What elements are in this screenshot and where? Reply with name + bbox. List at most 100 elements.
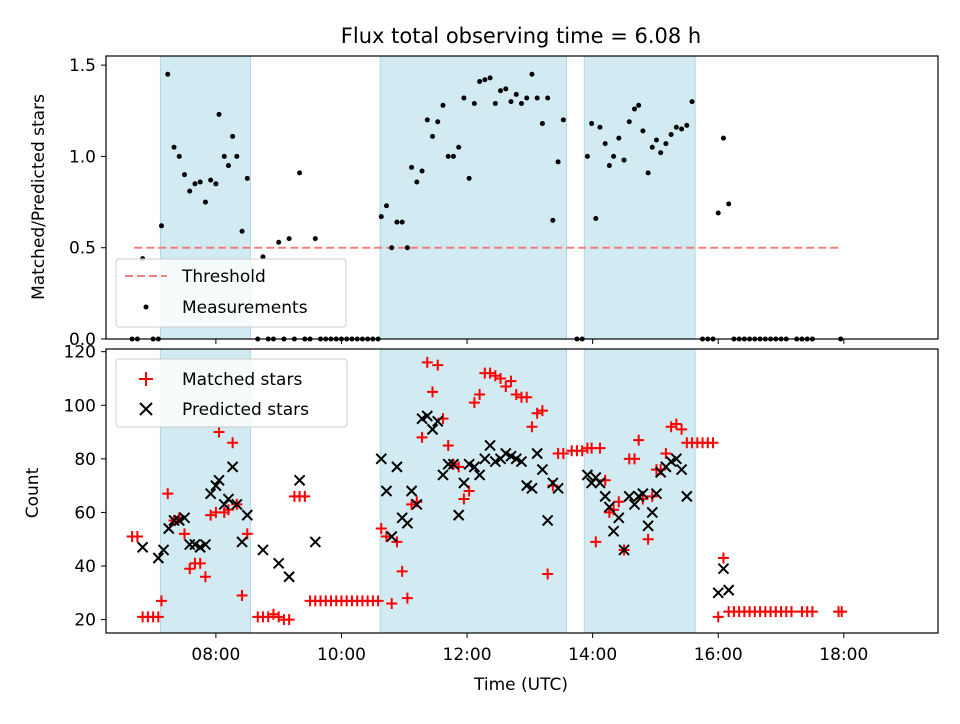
matched-stars-point [375,523,387,535]
predicted-stars-point [437,469,449,481]
matched-stars-point [557,447,569,459]
predicted-stars-point [391,461,403,473]
predicted-stars-point [607,525,620,537]
matched-stars-point [416,431,428,443]
top-y-tick-label: 0.0 [69,330,96,350]
matched-stars-point [162,488,174,500]
measurements-point [679,126,685,132]
measurements-point [424,117,430,123]
predicted-stars-point [515,455,528,468]
predicted-stars-point [401,517,414,529]
measurements-point [181,172,187,178]
predicted-stars-point [226,461,239,473]
matched-stars-point [391,536,403,548]
matched-stars-point [283,614,295,626]
predicted-stars-point [623,490,635,503]
measurements-point [684,122,690,128]
bottom-y-tick-label: 120 [64,343,96,363]
matched-stars-point [262,611,274,623]
predicted-stars-point [552,482,564,495]
matched-stars-point [642,533,654,545]
matched-stars-point [213,426,225,438]
measurements-point [445,153,451,159]
matched-stars-point [468,397,480,409]
matched-stars-point [401,592,413,604]
measurements-point [715,210,721,216]
bottom-legend-frame [115,358,348,428]
matched-stars-point [273,611,285,623]
measurements-point [187,188,193,194]
measurements-point [383,203,389,209]
matched-stars-point [184,563,196,575]
legend-matched-swatch [139,372,153,386]
predicted-stars-point [405,485,418,497]
measurements-point [466,175,472,181]
matched-stars-point [227,437,239,449]
predicted-stars-point [642,520,654,532]
predicted-stars-point [421,410,433,422]
predicted-stars-point [479,453,491,465]
measurements-point [221,153,227,159]
measurements-point [621,157,627,163]
predicted-stars-point [581,469,594,481]
measurements-point [534,95,540,101]
predicted-stars-point [426,423,439,436]
measurements-point [216,111,222,117]
measurements-point [503,86,509,92]
measurements-point [312,236,318,242]
matched-stars-point [421,356,433,368]
measurements-point [626,119,632,125]
predicted-stars-point [599,490,611,503]
measurements-point [616,135,622,141]
measurements-point [597,124,603,130]
top-panel: 0.0 0.5 1.0 1.5 Matched/Predicted stars Thr… [29,55,939,350]
matched-stars-point [594,442,606,454]
matched-stars-point [676,423,688,435]
measurements-point [471,100,477,106]
top-y-tick-label: 1.5 [69,56,96,76]
predicted-stars-point [531,447,543,460]
measurements-point [244,175,250,181]
matched-stars-point [155,595,167,607]
measurements-point [611,153,617,159]
predicted-stars-point [152,552,165,564]
matched-stars-point [536,405,548,417]
predicted-stars-point [675,463,688,476]
measurements-point [584,153,590,159]
matched-stars-point [495,372,507,384]
matched-stars-point [427,386,439,398]
measurements-point [440,102,446,108]
predicted-stars-point [484,439,496,452]
measurements-point [668,132,674,138]
measurements-point [508,99,514,105]
matched-stars-point [396,565,408,577]
predicted-stars-point [272,557,285,570]
top-legend: Threshold Measurements [115,258,347,328]
measurements-point [213,181,219,187]
predicted-stars-point [447,458,460,470]
measurements-point [513,91,519,97]
predicted-stars-point [618,544,630,556]
measurements-point [419,168,425,174]
measurements-point [176,153,182,159]
measurements-point [378,214,384,220]
matched-stars-point [707,437,719,449]
predicted-stars-point [473,469,486,481]
measurements-point [394,219,400,225]
matched-stars-point [526,421,538,433]
bottom-panel-ylabel: Count [23,467,43,518]
predicted-stars-point [213,474,225,486]
bottom-y-tick-label: 60 [74,503,96,523]
predicted-stars-point [184,538,196,551]
matched-stars-point [590,536,602,548]
predicted-stars-point [458,477,470,489]
measurements-point [606,163,612,169]
measurements-point [602,141,608,147]
predicted-stars-point [283,571,295,583]
matched-stars-point [432,359,444,371]
predicted-stars-point [136,541,149,553]
matched-stars-point [785,606,797,618]
predicted-stars-point [628,498,641,511]
matched-stars-point [178,528,190,540]
